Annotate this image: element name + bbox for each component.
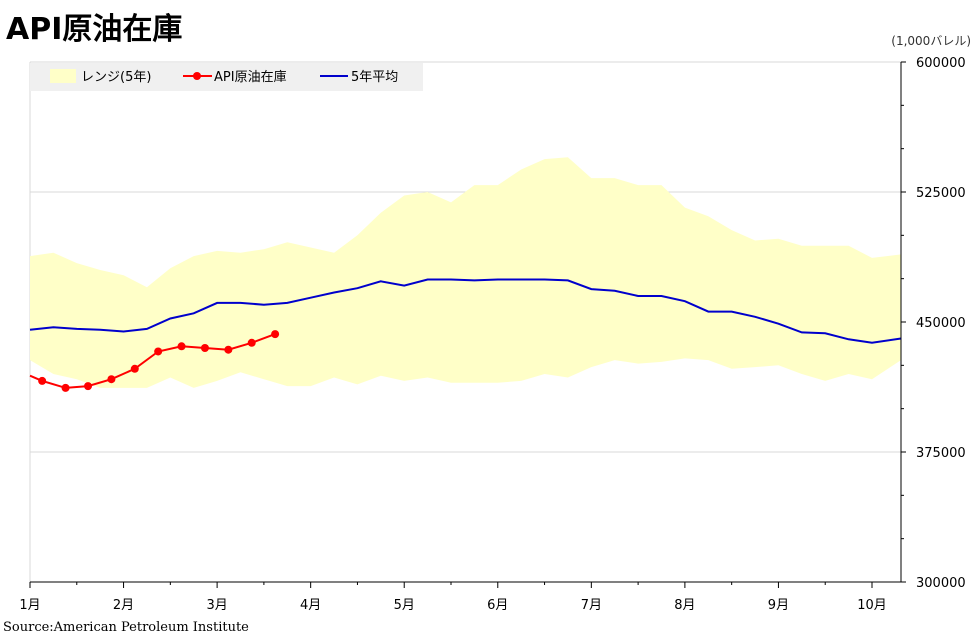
y-tick-label-450000: 450000 — [916, 316, 966, 331]
y-tick-label-525000: 525000 — [916, 186, 966, 201]
x-tick-label-4: 4月 — [300, 598, 321, 613]
legend-label-avg: 5年平均 — [351, 70, 398, 85]
legend: レンジ(5年) API原油在庫 5年平均 — [30, 63, 423, 91]
x-tick-label-7: 7月 — [581, 598, 602, 613]
series-5yr-average-line — [29, 278, 902, 344]
series-api-point-10 — [247, 338, 256, 347]
y-tick-label-300000: 300000 — [916, 576, 966, 591]
legend-swatch-api-marker — [193, 72, 201, 80]
y-tick-label-600000: 600000 — [916, 56, 966, 71]
tick-labels: 300000 375000 450000 525000 600000 1月 2月 3月 4月 5月… — [19, 56, 965, 613]
series-api-point-2 — [61, 383, 70, 392]
legend-background — [30, 63, 423, 91]
x-tick-label-1: 1月 — [19, 598, 40, 613]
series-api-point-11 — [271, 330, 280, 339]
legend-label-range: レンジ(5年) — [81, 70, 151, 85]
series-api-point-5 — [130, 364, 139, 373]
x-tick-label-9: 9月 — [768, 598, 789, 613]
series-line-layer — [29, 278, 902, 392]
series-api-point-4 — [107, 375, 116, 384]
x-tick-label-8: 8月 — [674, 598, 695, 613]
y-tick-label-375000: 375000 — [916, 446, 966, 461]
legend-label-api: API原油在庫 — [214, 70, 287, 85]
series-range-band — [30, 157, 901, 388]
chart-title: API原油在庫 — [6, 12, 183, 47]
series-api-point-3 — [84, 382, 93, 391]
x-tick-label-2: 2月 — [113, 598, 134, 613]
series-api-point-9 — [224, 345, 233, 354]
x-tick-label-10: 10月 — [857, 598, 887, 613]
legend-swatch-range — [50, 69, 76, 83]
range-band-layer — [30, 157, 901, 388]
source-note: Source:American Petroleum Institute — [3, 620, 249, 635]
x-tick-label-6: 6月 — [487, 598, 508, 613]
series-api-point-6 — [154, 347, 163, 356]
x-tick-label-5: 5月 — [394, 598, 415, 613]
series-api-point-8 — [200, 344, 209, 352]
axes — [29, 61, 906, 588]
x-tick-label-3: 3月 — [206, 598, 227, 613]
series-api-point-7 — [177, 342, 186, 351]
y-axis-unit-label: (1,000バレル) — [891, 34, 971, 48]
series-api-point-1 — [38, 376, 47, 385]
series-api-line — [29, 333, 276, 389]
